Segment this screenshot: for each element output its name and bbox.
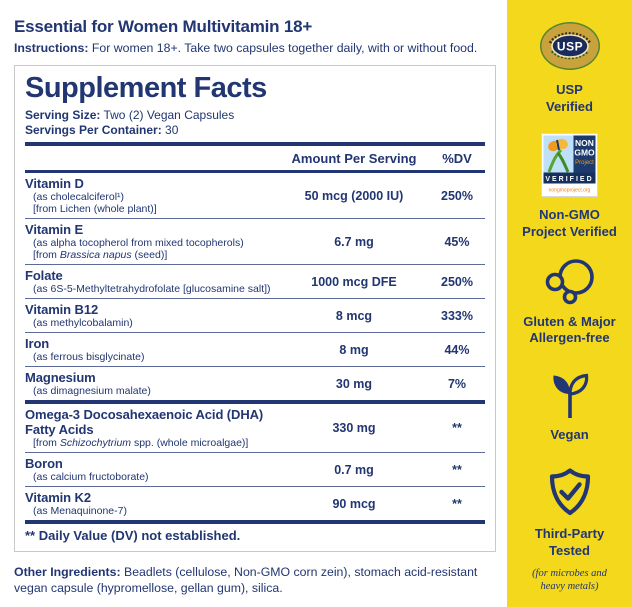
servings-per-container-line: Servings Per Container: 30	[25, 123, 485, 138]
product-title: Essential for Women Multivitamin 18+	[14, 17, 313, 36]
nutrient-name: Omega-3 Docosahexaenoic Acid (DHA) Fatty…	[25, 407, 264, 438]
nutrient-form: (as ferrous bisglycinate)	[33, 351, 145, 364]
serving-size-line: Serving Size: Two (2) Vegan Capsules	[25, 108, 485, 123]
shield-check-icon	[549, 468, 590, 516]
divider-thick	[25, 142, 485, 147]
usp-verified-label: USP Verified	[546, 82, 593, 114]
daily-value: 333%	[441, 308, 473, 323]
third-party-note: (for microbes and heavy metals)	[532, 568, 607, 593]
nutrient-source: [from Schizochytrium spp. (whole microal…	[33, 437, 249, 450]
table-row: Iron (as ferrous bisglycinate) 8 mg 44%	[25, 332, 485, 366]
non-gmo-project-badge-icon: NON GMO Project VERIFIED nongmoproject.o…	[541, 132, 598, 197]
nutrient-name: Iron	[25, 336, 50, 352]
dv-footnote: ** Daily Value (DV) not established.	[25, 528, 241, 544]
instructions-line: Instructions: For women 18+. Take two ca…	[14, 41, 496, 55]
nutrient-name: Vitamin K2	[25, 490, 91, 506]
daily-value: 44%	[444, 342, 470, 357]
serving-size-label: Serving Size:	[25, 108, 101, 122]
divider-thick	[25, 520, 485, 525]
svg-text:Project: Project	[575, 160, 594, 166]
divider-medium	[25, 170, 485, 174]
daily-value: 45%	[444, 234, 470, 249]
third-party-tested-label: Third-Party Tested	[534, 526, 605, 559]
nutrient-form: (as calcium fructoborate)	[33, 471, 149, 484]
nutrient-form: (as 6S-5-Methyltetrahydrofolate [glucosa…	[33, 283, 271, 296]
instructions-label: Instructions:	[14, 41, 89, 55]
servings-label: Servings Per Container:	[25, 122, 162, 137]
svg-text:GMO: GMO	[574, 147, 595, 157]
table-row: Vitamin E (as alpha tocopherol from mixe…	[25, 218, 485, 264]
table-row: Vitamin B12 (as methylcobalamin) 8 mcg 3…	[25, 298, 485, 332]
amount-per-serving: 90 mcg	[332, 496, 376, 511]
amount-per-serving: 0.7 mg	[334, 462, 374, 477]
table-row: Magnesium (as dimagnesium malate) 30 mg …	[25, 366, 485, 400]
usp-verified-badge-icon: USP	[539, 22, 600, 70]
table-row: Folate (as 6S-5-Methyltetrahydrofolate […	[25, 264, 485, 298]
other-ingredients: Other Ingredients: Beadlets (cellulose, …	[14, 565, 496, 596]
daily-value: **	[452, 421, 462, 436]
other-ingredients-label: Other Ingredients:	[14, 565, 121, 580]
nutrient-form: (as dimagnesium malate)	[33, 385, 151, 398]
daily-value: 250%	[441, 274, 473, 289]
nutrient-source: [from Lichen (whole plant)]	[33, 203, 157, 216]
nutrient-form: (as methylcobalamin)	[33, 317, 133, 330]
svg-text:VERIFIED: VERIFIED	[545, 176, 593, 183]
amount-column-header: Amount Per Serving	[291, 151, 417, 167]
amount-per-serving: 30 mg	[335, 376, 373, 391]
gluten-allergen-free-label: Gluten & Major Allergen-free	[523, 313, 616, 346]
supplement-facts-title: Supplement Facts	[25, 72, 267, 104]
servings-value: 30	[161, 122, 179, 137]
table-header-row: Amount Per Serving %DV	[25, 146, 485, 170]
nutrient-name: Folate	[25, 268, 63, 284]
nutrient-group-1: Vitamin D (as cholecalciferol¹) [from Li…	[25, 173, 485, 400]
daily-value: 7%	[447, 376, 467, 391]
amount-per-serving: 8 mcg	[335, 308, 373, 323]
nutrient-name: Magnesium	[25, 370, 96, 386]
vegan-label: Vegan	[550, 427, 589, 443]
svg-text:NON: NON	[575, 138, 594, 148]
other-ingredients-text: Beadlets (cellulose, Non-GMO corn zein),…	[14, 565, 478, 595]
daily-value: 250%	[441, 188, 473, 203]
amount-per-serving: 8 mg	[339, 342, 369, 357]
nutrient-form: (as cholecalciferol¹)	[33, 191, 125, 204]
amount-per-serving: 50 mcg (2000 IU)	[304, 188, 404, 203]
nutrient-name: Boron	[25, 456, 63, 472]
nutrient-name: Vitamin B12	[25, 302, 99, 318]
table-row: Boron (as calcium fructoborate) 0.7 mg *…	[25, 452, 485, 486]
svg-text:nongmoproject.org: nongmoproject.org	[549, 187, 591, 193]
nutrient-form: (as Menaquinone-7)	[33, 505, 127, 518]
non-gmo-label: Non-GMO Project Verified	[522, 206, 617, 239]
label-content: Essential for Women Multivitamin 18+ Ins…	[14, 17, 496, 596]
allergen-free-icon	[545, 258, 594, 304]
amount-per-serving: 6.7 mg	[334, 234, 374, 249]
instructions-text: For women 18+. Take two capsules togethe…	[88, 41, 478, 55]
nutrient-form: (as alpha tocopherol from mixed tocopher…	[33, 237, 244, 250]
table-row: Vitamin K2 (as Menaquinone-7) 90 mcg **	[25, 486, 485, 520]
supplement-facts-panel: Supplement Facts Serving Size: Two (2) V…	[14, 65, 496, 553]
nutrient-group-2: Omega-3 Docosahexaenoic Acid (DHA) Fatty…	[25, 404, 485, 520]
daily-value: **	[452, 496, 462, 511]
nutrient-name: Vitamin E	[25, 222, 84, 238]
certifications-sidebar: USP USP Verified NON GMO Project VERIFIE…	[507, 0, 632, 607]
serving-size-value: Two (2) Vegan Capsules	[100, 108, 235, 122]
amount-per-serving: 330 mg	[332, 421, 376, 436]
table-row: Vitamin D (as cholecalciferol¹) [from Li…	[25, 173, 485, 218]
daily-value: **	[452, 462, 462, 477]
vegan-plant-icon	[552, 374, 588, 419]
amount-per-serving: 1000 mcg DFE	[311, 274, 397, 289]
dv-column-header: %DV	[442, 151, 472, 167]
divider-thick	[25, 400, 485, 405]
svg-text:USP: USP	[556, 40, 582, 54]
nutrient-source: [from Brassica napus (seed)]	[33, 249, 168, 262]
table-row: Omega-3 Docosahexaenoic Acid (DHA) Fatty…	[25, 404, 485, 452]
nutrient-name: Vitamin D	[25, 176, 84, 192]
